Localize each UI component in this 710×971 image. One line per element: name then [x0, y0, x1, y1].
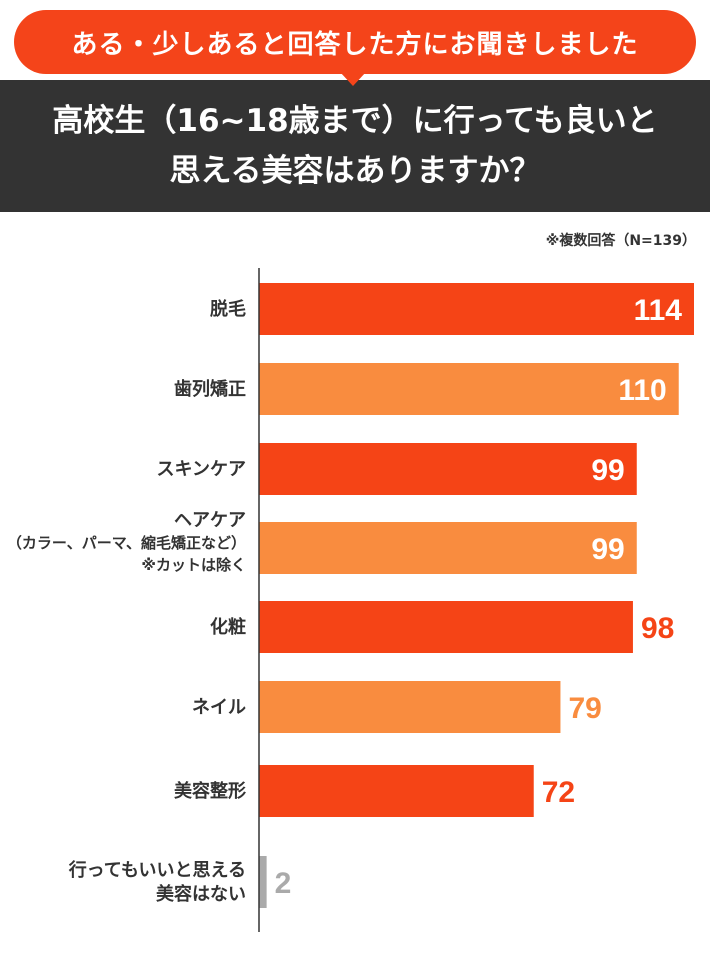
category-label: 行ってもいいと思える: [68, 859, 246, 881]
bar-value-label: 114: [634, 294, 683, 327]
sample-note: ※複数回答（N=139）: [545, 233, 696, 249]
bar-value-label: 99: [591, 454, 624, 487]
bar: [259, 856, 267, 908]
pointer-triangle: [340, 72, 366, 86]
bar: [259, 443, 637, 495]
bar-value-label: 79: [568, 692, 601, 725]
title-line-1: 高校生（16~18歳まで）に行っても良いと: [52, 103, 658, 139]
bar-value-label: 110: [618, 374, 666, 407]
bar: [259, 363, 679, 415]
question-label: ある・少しあると回答した方にお聞きしました: [14, 10, 696, 74]
category-label: 脱毛: [210, 298, 246, 320]
bar: [259, 765, 534, 817]
category-label: 美容整形: [174, 780, 246, 802]
bar-value-label: 98: [641, 612, 674, 645]
bar: [259, 681, 561, 733]
category-label: ヘアケア: [174, 510, 246, 531]
category-label: スキンケア: [157, 459, 246, 480]
category-label: ※カットは除く: [141, 556, 246, 574]
bar: [259, 601, 633, 653]
category-label: （カラー、パーマ、縮毛矯正など）: [7, 534, 246, 552]
chart-title: 高校生（16~18歳まで）に行っても良いと 思える美容はありますか？: [0, 80, 710, 212]
bar-value-label: 99: [591, 533, 624, 566]
bar-value-label: 72: [542, 776, 575, 809]
category-label: 歯列矯正: [174, 378, 246, 400]
category-label: 美容はない: [156, 883, 246, 905]
title-line-2: 思える美容はありますか？: [169, 153, 541, 189]
bar: [259, 283, 694, 335]
bar-value-label: 2: [275, 867, 292, 900]
category-label: ネイル: [192, 697, 246, 718]
category-label: 化粧: [210, 616, 246, 638]
bar: [259, 522, 637, 574]
